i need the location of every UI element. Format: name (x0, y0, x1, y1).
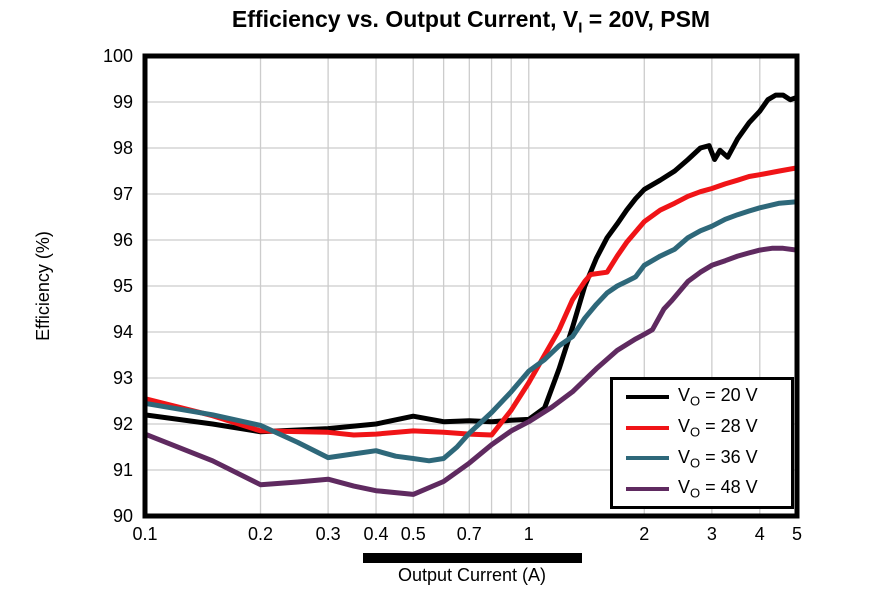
y-tick-label: 98 (112, 138, 133, 158)
legend: VO = 20 V VO = 28 V VO = 36 V VO = 48 V (610, 377, 794, 509)
legend-label: VO = 28 V (678, 415, 758, 440)
legend-label: VO = 48 V (678, 477, 758, 501)
legend-line-swatch (626, 456, 669, 461)
chart-title-sub: I (578, 19, 583, 37)
legend-label: VO = 36 V (678, 446, 758, 471)
x-tick-label: 1 (523, 524, 534, 544)
y-tick-label: 94 (112, 322, 133, 342)
y-tick-label: 95 (112, 276, 133, 296)
highlight-bar (363, 553, 582, 563)
legend-line-swatch (626, 425, 669, 430)
legend-item: VO = 28 V (626, 416, 791, 440)
chart-title-post: = 20V, PSM (582, 6, 711, 32)
series-line-2 (145, 199, 797, 464)
legend-item: VO = 48 V (626, 477, 791, 501)
y-tick-label: 93 (112, 368, 133, 388)
x-tick-label: 0.5 (400, 524, 426, 544)
legend-item: VO = 36 V (626, 446, 791, 471)
x-tick-label: 0.7 (456, 524, 482, 544)
x-tick-label: 3 (706, 524, 717, 544)
series-line-1 (145, 165, 797, 438)
y-tick-label: 91 (112, 460, 133, 480)
legend-label: VO = 20 V (678, 385, 758, 409)
y-tick-label: 90 (112, 506, 133, 526)
y-tick-label: 100 (102, 46, 133, 66)
series-line-3 (145, 245, 797, 497)
legend-item: VO = 20 V (626, 385, 791, 409)
legend-line-swatch (626, 486, 669, 491)
y-tick-label: 99 (112, 92, 133, 112)
legend-line-swatch (626, 395, 669, 400)
plot-frame (142, 53, 800, 519)
chart-title: Efficiency vs. Output Current, VI = 20V,… (145, 6, 797, 37)
y-tick-label: 97 (112, 184, 133, 204)
x-axis-title: Output Current (A) (397, 565, 547, 585)
chart-title-pre: Efficiency vs. Output Current, V (231, 6, 579, 32)
x-tick-label: 0.2 (248, 524, 274, 544)
series-line-0 (145, 92, 797, 435)
x-tick-label: 2 (639, 524, 650, 544)
x-tick-label: 0.1 (132, 524, 158, 544)
y-tick-label: 96 (112, 230, 133, 250)
x-tick-label: 4 (754, 524, 765, 544)
x-tick-label: 0.3 (315, 524, 341, 544)
y-tick-label: 92 (112, 414, 133, 434)
x-tick-label: 0.4 (363, 524, 389, 544)
x-tick-label: 5 (791, 524, 802, 544)
